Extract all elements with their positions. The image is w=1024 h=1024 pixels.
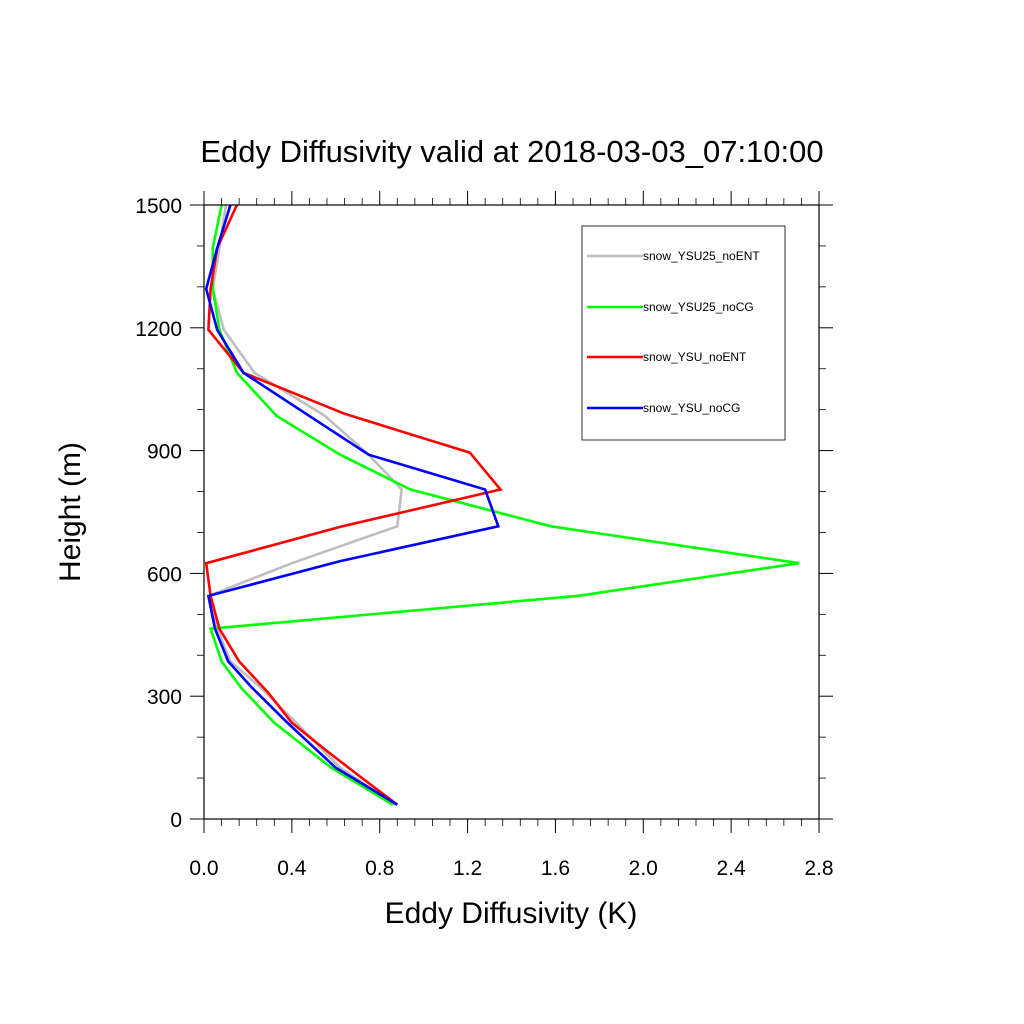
x-tick-label: 1.2 bbox=[453, 857, 482, 880]
minor-ticks bbox=[197, 198, 826, 826]
x-tick-labels: 0.0 0.4 0.8 1.2 1.6 2.0 2.4 2.8 bbox=[189, 857, 833, 880]
y-tick-labels: 0 300 600 900 1200 1500 bbox=[135, 195, 182, 832]
major-ticks bbox=[190, 191, 833, 833]
series-line-snow_YSU_noCG bbox=[204, 204, 501, 806]
y-tick-label: 1500 bbox=[135, 195, 182, 218]
y-tick-label: 900 bbox=[147, 441, 182, 464]
y-axis-title: Height (m) bbox=[54, 442, 87, 582]
x-tick-label: 1.6 bbox=[541, 857, 570, 880]
x-tick-label: 2.0 bbox=[629, 857, 658, 880]
legend-label: snow_YSU25_noCG bbox=[643, 300, 754, 314]
series-line-snow_YSU_noENT bbox=[204, 204, 503, 806]
x-tick-label: 2.4 bbox=[717, 857, 747, 880]
x-tick-label: 2.8 bbox=[804, 857, 833, 880]
legend-label: snow_YSU_noENT bbox=[643, 350, 747, 364]
plot-frame bbox=[203, 204, 820, 820]
y-tick-label: 300 bbox=[147, 686, 182, 709]
y-tick-label: 600 bbox=[147, 563, 182, 586]
x-tick-label: 0.8 bbox=[365, 857, 394, 880]
x-axis-title: Eddy Diffusivity (K) bbox=[385, 897, 638, 930]
x-tick-label: 0.4 bbox=[277, 857, 307, 880]
y-tick-label: 0 bbox=[170, 809, 182, 832]
legend: snow_YSU25_noENT snow_YSU25_noCG snow_YSU_… bbox=[581, 225, 786, 441]
y-tick-label: 1200 bbox=[135, 318, 182, 341]
legend-box bbox=[581, 225, 786, 441]
legend-items: snow_YSU25_noENT snow_YSU25_noCG snow_YSU_… bbox=[587, 249, 760, 415]
chart-title: Eddy Diffusivity valid at 2018-03-03_07:… bbox=[200, 134, 823, 169]
x-tick-label: 0.0 bbox=[189, 857, 218, 880]
series-line-snow_YSU25_noCG bbox=[208, 204, 800, 806]
legend-label: snow_YSU25_noENT bbox=[643, 249, 760, 263]
legend-label: snow_YSU_noCG bbox=[643, 401, 740, 415]
series-group bbox=[204, 204, 800, 806]
series-line-snow_YSU25_noENT bbox=[206, 204, 404, 806]
